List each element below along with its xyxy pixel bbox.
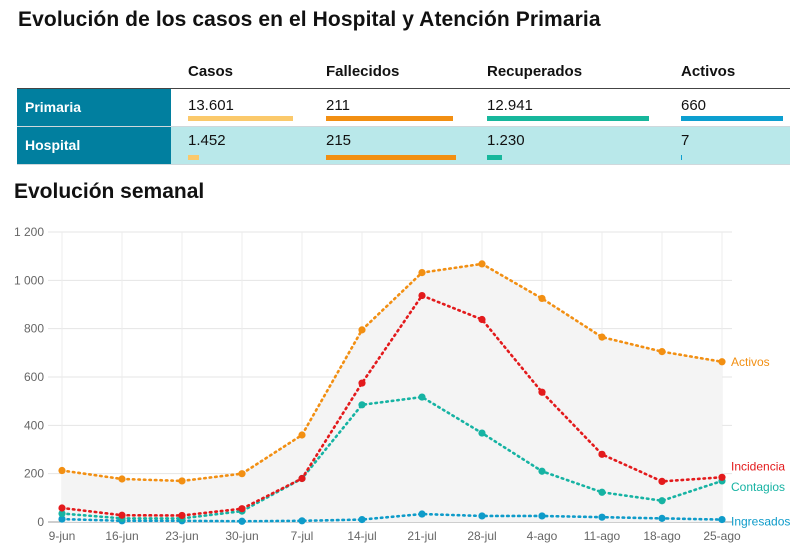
- data-point-contagios: [478, 429, 486, 437]
- bar-hospital-casos: [188, 155, 199, 160]
- value-hospital-recuperados: 1.230: [487, 132, 525, 149]
- bar-primaria-fallecidos: [326, 116, 453, 121]
- row-label-hospital: Hospital: [17, 127, 171, 164]
- header-fallecidos: Fallecidos: [326, 63, 400, 80]
- series-label-incidencia: Incidencia: [731, 459, 785, 473]
- x-tick-label: 4-ago: [527, 529, 558, 543]
- data-point-ingresados: [418, 510, 426, 518]
- table-row-primaria: Primaria 13.601 211 12.941 660: [17, 89, 790, 127]
- value-primaria-activos: 660: [681, 97, 707, 114]
- data-point-activos: [538, 294, 546, 303]
- line-chart: 0 200 400 600 800 1 000 1 200 9-jun 16-jun 23-jun…: [14, 225, 790, 543]
- data-point-activos: [358, 326, 366, 334]
- chart-title: Evolución semanal: [14, 180, 205, 203]
- data-point-incidencia: [58, 504, 66, 512]
- x-tick-label: 18-ago: [643, 529, 681, 543]
- data-point-incidencia: [178, 511, 186, 520]
- x-tick-label: 14-jul: [347, 529, 376, 543]
- bar-hospital-recuperados: [487, 155, 502, 160]
- bar-hospital-activos: [681, 155, 682, 160]
- data-point-activos: [178, 477, 186, 485]
- x-tick-label: 11-ago: [584, 529, 621, 543]
- data-point-incidencia: [598, 450, 606, 458]
- series-label-contagios: Contagios: [731, 480, 785, 494]
- row-label-primaria: Primaria: [17, 89, 171, 126]
- series-line-contagios: [60, 395, 724, 520]
- bar-primaria-casos: [188, 116, 293, 121]
- data-point-activos: [658, 348, 666, 356]
- data-point-activos: [238, 470, 246, 478]
- summary-table: Casos Fallecidos Recuperados Activos Pri…: [17, 55, 790, 165]
- bar-hospital-fallecidos: [326, 155, 456, 160]
- data-point-ingresados: [478, 512, 486, 520]
- header-activos: Activos: [681, 63, 736, 80]
- x-tick-label: 21-jul: [407, 529, 436, 543]
- series-line-incidencia: [60, 293, 724, 517]
- area-shade: [62, 263, 722, 522]
- page-title: Evolución de los casos en el Hospital y …: [18, 8, 601, 31]
- data-point-incidencia: [658, 477, 666, 485]
- data-point-ingresados: [298, 517, 306, 525]
- y-tick-label: 400: [24, 418, 44, 432]
- data-point-incidencia: [538, 388, 546, 396]
- data-point-ingresados: [358, 515, 366, 524]
- data-point-ingresados: [658, 514, 666, 522]
- series-line-ingresados: [60, 512, 724, 523]
- data-point-incidencia: [718, 473, 726, 481]
- x-tick-label: 16-jun: [105, 529, 138, 543]
- y-tick-label: 200: [24, 467, 44, 481]
- value-primaria-recuperados: 12.941: [487, 97, 533, 114]
- series-label-activos: Activos: [731, 355, 770, 369]
- data-point-activos: [58, 466, 66, 475]
- bar-primaria-recuperados: [487, 116, 649, 121]
- value-hospital-activos: 7: [681, 132, 690, 149]
- data-point-contagios: [658, 497, 666, 505]
- value-hospital-casos: 1.452: [188, 132, 226, 149]
- data-point-activos: [478, 260, 486, 268]
- y-tick-label: 1 000: [14, 273, 44, 287]
- data-point-incidencia: [238, 505, 246, 513]
- data-point-ingresados: [238, 517, 246, 525]
- table-row-hospital: Hospital 1.452 215 1.230 7: [17, 127, 790, 165]
- data-point-contagios: [418, 393, 426, 401]
- data-point-activos: [598, 333, 606, 341]
- y-tick-label: 600: [24, 370, 44, 384]
- y-tick-label: 0: [37, 515, 44, 529]
- header-casos: Casos: [188, 63, 234, 80]
- data-point-incidencia: [298, 474, 306, 483]
- y-tick-label: 1 200: [14, 225, 44, 239]
- data-point-activos: [298, 431, 306, 439]
- header-recuperados: Recuperados: [487, 63, 583, 80]
- data-point-ingresados: [598, 513, 606, 521]
- x-tick-label: 28-jul: [467, 529, 496, 543]
- data-point-contagios: [358, 401, 366, 409]
- data-point-contagios: [58, 509, 66, 518]
- bar-primaria-activos: [681, 116, 783, 121]
- data-point-incidencia: [418, 291, 426, 300]
- x-tick-label: 30-jun: [225, 529, 258, 543]
- table-header: Casos Fallecidos Recuperados Activos: [17, 55, 790, 89]
- x-tick-label: 23-jun: [165, 529, 198, 543]
- x-tick-label: 7-jul: [291, 529, 314, 543]
- data-point-ingresados: [718, 515, 726, 524]
- data-point-contagios: [598, 488, 606, 496]
- data-point-incidencia: [358, 379, 366, 387]
- x-tick-label: 25-ago: [703, 529, 741, 543]
- x-tick-label: 9-jun: [49, 529, 76, 543]
- value-primaria-casos: 13.601: [188, 97, 234, 114]
- value-hospital-fallecidos: 215: [326, 132, 352, 149]
- y-tick-label: 800: [24, 322, 44, 336]
- data-point-activos: [418, 269, 426, 277]
- data-point-incidencia: [118, 511, 126, 519]
- series-line-activos: [60, 262, 724, 483]
- data-point-ingresados: [538, 512, 546, 520]
- data-point-activos: [118, 475, 126, 483]
- data-point-ingresados: [58, 515, 66, 523]
- series-label-ingresados: Ingresados: [731, 515, 790, 529]
- data-point-contagios: [538, 467, 546, 475]
- value-primaria-fallecidos: 211: [326, 97, 350, 114]
- data-point-activos: [718, 358, 726, 366]
- data-point-incidencia: [478, 315, 486, 324]
